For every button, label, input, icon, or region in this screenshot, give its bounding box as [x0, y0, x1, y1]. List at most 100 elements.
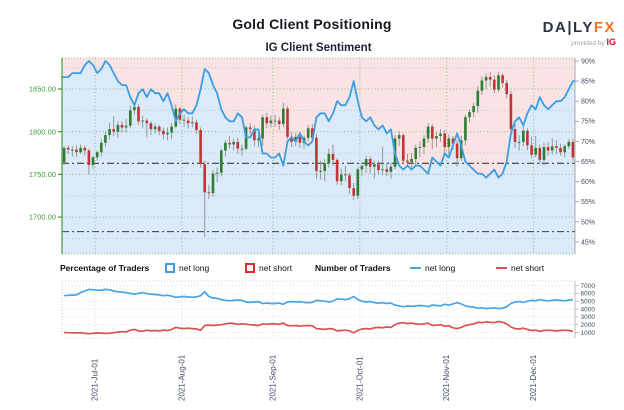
- candle: [112, 129, 115, 132]
- candle: [402, 135, 405, 161]
- candle: [182, 119, 186, 121]
- provided-by-text: provided by: [571, 39, 605, 47]
- candle: [66, 147, 70, 150]
- candle: [555, 146, 558, 148]
- candle: [120, 124, 124, 128]
- candle: [116, 124, 120, 132]
- candle: [368, 159, 372, 167]
- candle: [319, 171, 322, 172]
- candle: [538, 147, 542, 160]
- svg-text:1750.00: 1750.00: [29, 170, 56, 179]
- candle: [174, 108, 178, 127]
- legend-num-title: Number of Traders: [315, 263, 391, 273]
- candle: [517, 141, 521, 143]
- candle: [364, 159, 368, 166]
- logo-daily-text: DA|LY: [542, 19, 594, 36]
- svg-text:70%: 70%: [581, 139, 595, 146]
- candle: [406, 160, 409, 163]
- candle: [141, 120, 144, 122]
- svg-text:50%: 50%: [581, 219, 595, 226]
- candle: [100, 142, 103, 153]
- net-long-square-icon: [165, 263, 175, 273]
- candle: [439, 133, 442, 136]
- candle: [484, 77, 488, 81]
- candle: [253, 129, 256, 141]
- candle: [162, 130, 165, 135]
- candle: [480, 80, 484, 91]
- candle: [294, 136, 297, 142]
- net-long-pct-line: [61, 60, 576, 179]
- candle: [137, 106, 140, 122]
- candle: [211, 173, 215, 194]
- candle: [224, 142, 227, 151]
- svg-text:2000: 2000: [581, 322, 596, 329]
- svg-text:2021-Jul-01: 2021-Jul-01: [91, 358, 100, 401]
- svg-text:65%: 65%: [581, 159, 595, 166]
- candle: [269, 120, 273, 124]
- candle: [83, 147, 87, 151]
- candle: [236, 141, 240, 149]
- candle: [290, 136, 293, 142]
- svg-text:4000: 4000: [581, 306, 596, 313]
- legend-pct-title: Percentage of Traders: [60, 263, 150, 273]
- candle: [75, 149, 78, 153]
- candle: [377, 164, 380, 171]
- svg-text:1000: 1000: [581, 330, 596, 337]
- candle: [501, 75, 504, 83]
- svg-text:45%: 45%: [581, 239, 595, 246]
- candle: [468, 112, 471, 118]
- candle: [199, 130, 202, 164]
- svg-text:1700.00: 1700.00: [29, 213, 56, 222]
- candle: [546, 147, 550, 151]
- candle: [104, 135, 107, 143]
- svg-text:5000: 5000: [581, 298, 596, 305]
- candle: [542, 147, 546, 160]
- candle: [149, 123, 153, 130]
- net-long-region-fill: [62, 61, 575, 254]
- candle: [277, 120, 281, 124]
- candle: [331, 153, 335, 160]
- candle: [71, 149, 74, 151]
- candle: [493, 79, 496, 90]
- candle: [571, 141, 575, 158]
- candle: [282, 108, 285, 124]
- candle: [505, 83, 508, 95]
- candle: [352, 188, 355, 196]
- net-long-line-icon: [410, 266, 421, 270]
- candle: [323, 163, 326, 171]
- candle: [129, 110, 132, 126]
- candle: [257, 138, 260, 141]
- candle: [385, 169, 389, 172]
- candle: [311, 128, 314, 138]
- candle: [186, 120, 190, 124]
- svg-text:2021-Aug-01: 2021-Aug-01: [178, 354, 187, 401]
- candle: [298, 136, 302, 143]
- candle: [79, 147, 82, 153]
- legend-num-net-short: net short: [496, 261, 544, 275]
- candle: [108, 129, 111, 136]
- legend-pct-net-long: net long: [165, 261, 209, 275]
- candle: [240, 148, 244, 150]
- candle: [145, 120, 149, 124]
- candle: [207, 192, 211, 194]
- candle: [534, 147, 537, 155]
- candle: [550, 146, 554, 151]
- candle: [195, 122, 198, 130]
- candle: [215, 172, 219, 174]
- svg-text:6000: 6000: [581, 291, 596, 298]
- ig-logo: IG: [606, 36, 616, 47]
- candle: [203, 164, 206, 193]
- candle: [157, 126, 161, 131]
- net-long-label: net long: [179, 263, 210, 273]
- candle: [87, 150, 91, 165]
- candle: [426, 126, 430, 139]
- net-short-label: net short: [511, 263, 545, 273]
- candle: [335, 159, 339, 182]
- net-long-count-line: [64, 288, 573, 310]
- candle: [563, 146, 566, 153]
- candle: [124, 125, 128, 128]
- svg-text:75%: 75%: [581, 119, 595, 126]
- provided-by: provided by IG: [543, 36, 616, 48]
- candle: [261, 117, 264, 139]
